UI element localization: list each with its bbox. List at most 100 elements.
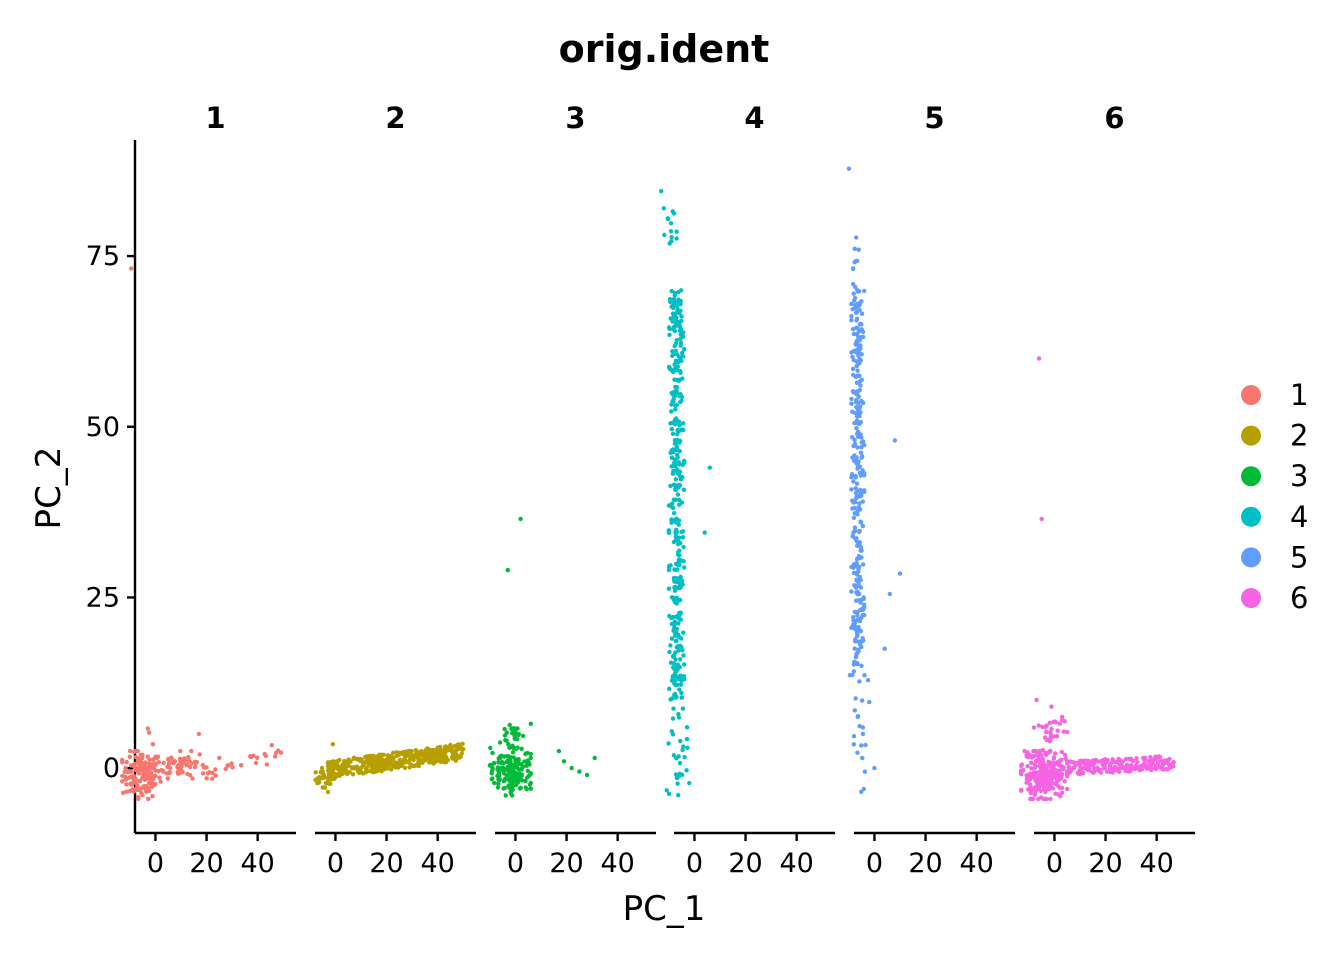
data-point [146, 767, 151, 772]
data-point [1058, 757, 1064, 762]
data-point [851, 331, 857, 337]
data-point [671, 614, 676, 620]
data-point [200, 771, 206, 776]
data-point [1087, 766, 1092, 771]
data-point [138, 778, 143, 783]
data-point [1080, 770, 1086, 776]
data-point [453, 753, 459, 758]
data-point [856, 649, 861, 654]
data-point [427, 759, 432, 764]
data-point [668, 483, 673, 489]
data-point [369, 753, 374, 759]
data-point [1028, 784, 1033, 789]
facet-strip-label: 6 [1104, 101, 1124, 135]
y-tick-label: 25 [86, 582, 120, 613]
data-point [253, 760, 259, 765]
data-point [676, 497, 682, 503]
y-tick-label: 50 [86, 412, 120, 443]
data-point [361, 762, 366, 767]
data-point [157, 775, 162, 780]
data-point [512, 727, 517, 732]
data-point [403, 759, 408, 764]
data-point [855, 488, 861, 494]
data-point [363, 770, 368, 775]
data-point [856, 345, 862, 351]
data-point [849, 350, 854, 355]
data-point [860, 731, 866, 737]
data-point [1024, 777, 1030, 782]
data-point [1047, 720, 1053, 725]
data-point [676, 621, 681, 626]
data-point [670, 319, 675, 324]
data-point [858, 600, 863, 605]
data-point [1059, 790, 1065, 795]
data-point [1059, 749, 1065, 755]
data-point [671, 597, 677, 602]
data-point [861, 596, 866, 602]
legend-swatch [1241, 506, 1261, 527]
data-point [455, 744, 461, 750]
data-point [851, 291, 856, 296]
data-point [1135, 760, 1140, 765]
data-point [670, 471, 676, 476]
data-point [667, 297, 673, 302]
data-point [673, 695, 679, 700]
data-point [667, 686, 672, 691]
data-point [675, 552, 681, 557]
data-point [1032, 770, 1037, 775]
data-point [230, 765, 235, 770]
data-point [1049, 766, 1055, 771]
legend-swatch [1241, 466, 1261, 487]
data-point [856, 624, 861, 630]
data-point [155, 754, 161, 759]
data-point [855, 289, 861, 294]
data-point [852, 295, 858, 301]
data-point [678, 370, 683, 375]
data-point [854, 572, 860, 577]
data-point [677, 687, 682, 692]
data-point [669, 464, 674, 469]
x-tick-label: 40 [420, 848, 454, 879]
data-point [859, 455, 864, 460]
data-point [317, 777, 322, 782]
data-point [684, 725, 690, 730]
data-point [445, 757, 450, 763]
data-point [143, 774, 148, 780]
data-point [676, 518, 682, 523]
x-tick-label: 40 [779, 848, 813, 879]
data-point [852, 511, 857, 516]
data-point [846, 166, 852, 171]
data-point [165, 776, 170, 781]
data-point [1041, 772, 1046, 777]
x-tick-label: 40 [1139, 848, 1173, 879]
facet-strip-label: 1 [205, 101, 225, 135]
data-point [1036, 781, 1041, 786]
x-tick-label: 40 [959, 848, 993, 879]
data-point [501, 786, 506, 791]
data-point [495, 773, 500, 779]
data-point [1063, 756, 1068, 761]
facet-points [1019, 356, 1176, 802]
data-point [1086, 763, 1091, 768]
data-point [508, 762, 513, 767]
data-point [124, 782, 129, 787]
data-point [322, 775, 328, 780]
data-point [159, 767, 164, 773]
data-point [674, 638, 679, 643]
data-point [1102, 766, 1107, 771]
data-point [1044, 784, 1050, 790]
data-point [158, 779, 163, 784]
data-point [524, 763, 529, 768]
data-point [677, 449, 682, 454]
data-point [678, 617, 683, 622]
data-point [182, 757, 188, 762]
data-point [861, 562, 866, 567]
data-point [669, 636, 675, 641]
data-point [667, 613, 672, 619]
data-point [674, 352, 680, 357]
data-point [523, 778, 528, 784]
data-point [671, 505, 676, 511]
data-point [672, 681, 677, 686]
data-point [674, 467, 680, 472]
